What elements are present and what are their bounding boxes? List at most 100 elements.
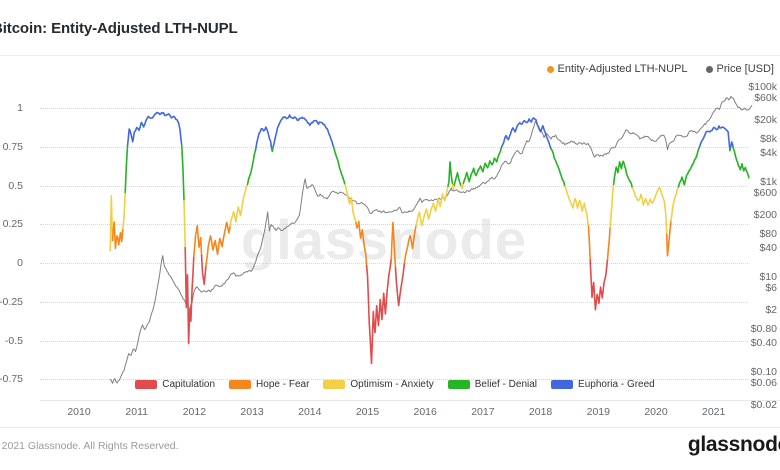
x-axis-tick: 2011: [125, 406, 148, 418]
gridline: [40, 340, 748, 342]
nupl-line-segment: [333, 146, 346, 186]
right-axis-tick: $80: [759, 228, 777, 241]
series-legend-label: Entity-Adjusted LTH-NUPL: [557, 63, 688, 75]
right-axis-tick: $100k: [748, 81, 777, 93]
right-axis-tick: $6: [765, 281, 777, 294]
band-swatch: [323, 380, 346, 389]
left-axis-tick: 0.75: [2, 140, 23, 153]
nupl-line-segment: [453, 171, 462, 187]
right-axis-tick: $600: [753, 186, 777, 199]
x-axis-tick: 2019: [586, 406, 610, 418]
nupl-line-segment: [447, 161, 454, 187]
nupl-line-segment: [193, 224, 203, 258]
right-axis-tick: $8k: [760, 133, 777, 146]
band-legend-label: Capitulation: [162, 379, 216, 390]
left-axis-tick: -0.25: [0, 295, 23, 308]
nupl-line-segment: [612, 160, 634, 189]
nupl-line-segment: [365, 258, 392, 365]
glassnode-logo: glassnode: [687, 433, 780, 456]
nupl-line-segment: [272, 114, 335, 149]
x-axis-tick: 2018: [528, 406, 553, 418]
gridline: [40, 263, 748, 264]
right-axis-tick: $10: [759, 271, 777, 283]
series-legend-item[interactable]: Price [USD]: [705, 63, 774, 75]
band-legend-item[interactable]: Optimism - Anxiety: [323, 379, 434, 390]
header-divider: [0, 55, 780, 56]
chart-title: Bitcoin: Entity-Adjusted LTH-NUPL: [0, 20, 238, 37]
gridline: [40, 224, 748, 226]
x-axis-tick: 2012: [182, 406, 207, 418]
x-axis-tick: 2010: [67, 406, 91, 418]
band-swatch: [229, 380, 252, 389]
right-axis-tick: $2: [765, 304, 777, 317]
nupl-line-segment: [246, 149, 257, 186]
nupl-line-segment: [677, 146, 701, 188]
right-axis-tick: $20k: [754, 114, 777, 127]
nupl-line-segment: [200, 254, 207, 286]
nupl-line-segment: [606, 226, 611, 260]
right-axis-tick: $4k: [760, 147, 777, 160]
right-axis-tick: $200: [753, 209, 777, 222]
nupl-line-segment: [126, 111, 183, 147]
nupl-line-segment: [500, 117, 552, 150]
series-dot-icon: [546, 65, 554, 73]
nupl-line-segment: [205, 221, 231, 267]
gridline: [40, 108, 748, 109]
series-dot-icon: [705, 65, 713, 73]
nupl-line-segment: [732, 147, 750, 179]
right-axis-tick: $0.40: [750, 337, 777, 350]
x-axis-tick: 2014: [298, 406, 322, 418]
band-swatch: [135, 380, 158, 389]
nupl-line-segment: [670, 185, 680, 222]
band-legend-label: Optimism - Anxiety: [350, 379, 434, 390]
left-axis-tick: 1: [17, 102, 23, 114]
bands-legend: Capitulation Hope - Fear Optimism - Anxiet…: [40, 379, 750, 390]
band-legend-label: Euphoria - Greed: [578, 379, 655, 390]
band-swatch: [447, 380, 470, 389]
band-legend-item[interactable]: Euphoria - Greed: [551, 379, 655, 390]
gridline: [40, 185, 748, 187]
nupl-line-segment: [587, 225, 591, 261]
nupl-line-segment: [564, 185, 590, 227]
right-axis-tick: $60k: [754, 91, 777, 104]
left-axis-tick: -0.5: [4, 334, 23, 347]
nupl-line-segment: [631, 186, 668, 236]
x-axis-line: [40, 400, 780, 401]
right-axis-tick: $40: [759, 242, 777, 255]
x-axis-tick: 2020: [644, 406, 668, 418]
x-axis-tick: 2016: [413, 406, 437, 418]
right-axis-tick: $0.10: [750, 366, 777, 378]
nupl-line-segment: [180, 144, 185, 202]
nupl-line-segment: [111, 221, 124, 250]
left-axis-tick: -0.75: [0, 373, 23, 386]
band-legend-item[interactable]: Capitulation: [135, 379, 215, 390]
x-axis-tick: 2021: [702, 406, 726, 418]
series-legend: Entity-Adjusted LTH-NUPL Price [USD]: [546, 63, 774, 75]
x-axis-tick: 2013: [240, 406, 264, 418]
series-legend-label: Price [USD]: [716, 63, 774, 75]
x-axis-tick: 2015: [355, 406, 380, 418]
band-legend-item[interactable]: Belief - Denial: [447, 379, 538, 390]
gridline: [40, 146, 748, 148]
right-axis-tick: $0.02: [750, 399, 777, 412]
band-legend-label: Belief - Denial: [474, 379, 538, 390]
right-axis-tick: $1k: [760, 176, 777, 188]
left-axis-tick: 0.25: [2, 218, 23, 231]
left-axis-tick: 0: [17, 257, 23, 269]
nupl-line-segment: [550, 148, 566, 188]
nupl-line-segment: [109, 195, 114, 252]
gridline: [40, 301, 748, 303]
band-legend-label: Hope - Fear: [256, 379, 310, 390]
nupl-line-segment: [665, 220, 672, 257]
right-axis-tick: $0.06: [750, 376, 777, 389]
right-axis-tick: $0.80: [750, 323, 777, 336]
series-legend-item[interactable]: Entity-Adjusted LTH-NUPL: [546, 63, 688, 75]
nupl-line-segment: [122, 191, 126, 230]
left-axis-tick: 0.5: [8, 179, 23, 192]
band-swatch: [551, 380, 574, 389]
nupl-line-segment: [462, 146, 503, 185]
band-legend-item[interactable]: Hope - Fear: [229, 379, 309, 390]
nupl-line-segment: [609, 183, 615, 229]
footer-divider: [0, 427, 780, 428]
